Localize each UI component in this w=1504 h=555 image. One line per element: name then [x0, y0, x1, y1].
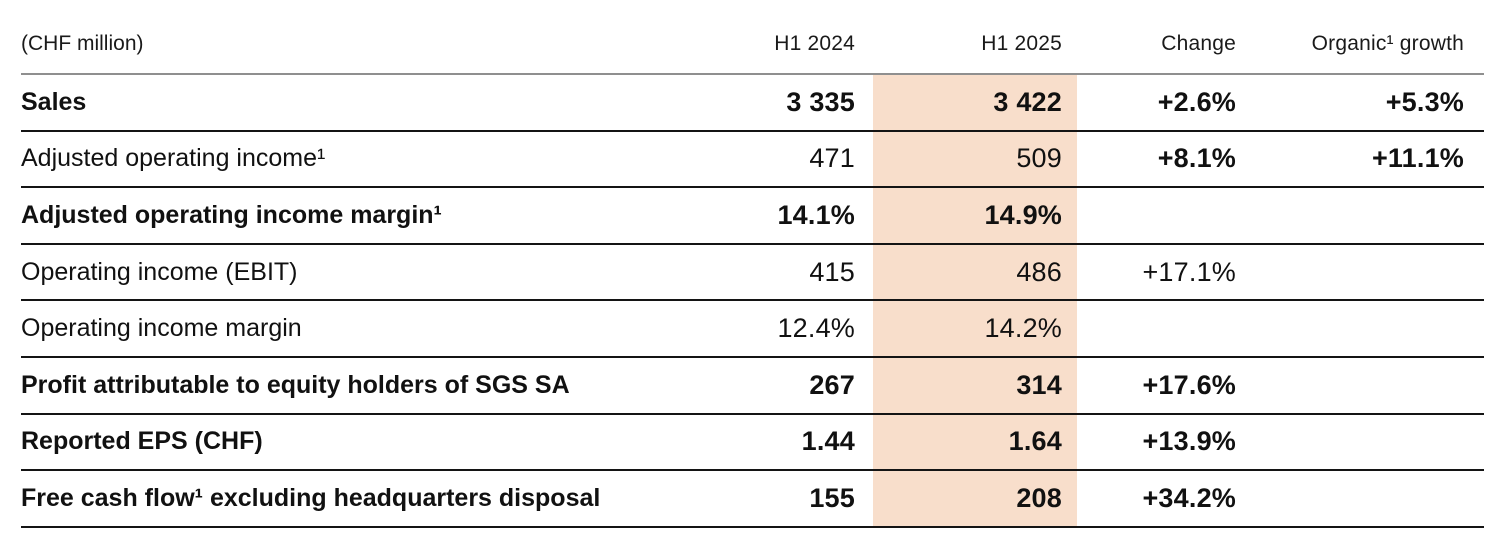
column-header-h1-2025: H1 2025: [981, 31, 1062, 55]
unit-label: (CHF million): [21, 31, 144, 55]
table-row-adjusted-operating-income-margin: Adjusted operating income margin¹ 14.1% …: [21, 188, 1484, 245]
cell-change: +13.9%: [1142, 426, 1236, 457]
cell-change: [1077, 188, 1254, 243]
cell-change: +34.2%: [1142, 482, 1236, 513]
cell-h1-2024: 155: [809, 482, 855, 513]
row-label: Operating income margin: [21, 314, 302, 343]
cell-h1-2025: 208: [873, 471, 1077, 526]
row-label: Operating income (EBIT): [21, 257, 298, 286]
cell-h1-2024: 14.1%: [777, 199, 855, 230]
row-label: Profit attributable to equity holders of…: [21, 370, 570, 399]
cell-organic-growth: [1254, 188, 1484, 243]
cell-change: +8.1%: [1157, 143, 1236, 174]
cell-h1-2025: 314: [873, 357, 1077, 413]
row-label: Reported EPS (CHF): [21, 427, 263, 456]
column-header-organic-growth: Organic¹ growth: [1311, 31, 1464, 55]
cell-organic-growth: [1254, 245, 1484, 300]
table-row-operating-income-margin: Operating income margin 12.4% 14.2%: [21, 301, 1484, 358]
table-row-sales: Sales 3 335 3 422 +2.6% +5.3%: [21, 75, 1484, 132]
row-label: Adjusted operating income margin¹: [21, 200, 442, 229]
cell-change: +17.1%: [1142, 256, 1236, 287]
table-row-profit-attributable: Profit attributable to equity holders of…: [21, 357, 1484, 415]
financial-results-table: (CHF million) H1 2024 H1 2025 Change Org…: [21, 0, 1484, 528]
cell-h1-2025: 14.2%: [873, 301, 1077, 356]
table-row-adjusted-operating-income: Adjusted operating income¹ 471 509 +8.1%…: [21, 131, 1484, 189]
cell-organic-growth: [1254, 301, 1484, 356]
cell-h1-2024: 471: [809, 143, 855, 174]
cell-organic-growth: +11.1%: [1371, 143, 1464, 174]
column-header-h1-2024: H1 2024: [774, 31, 855, 55]
cell-h1-2024: 12.4%: [777, 313, 855, 344]
row-label: Free cash flow¹ excluding headquarters d…: [21, 483, 601, 512]
cell-change: [1077, 301, 1254, 356]
cell-h1-2024: 3 335: [786, 86, 855, 117]
cell-h1-2025: 14.9%: [873, 188, 1077, 243]
column-header-change: Change: [1161, 31, 1236, 55]
cell-change: +17.6%: [1142, 369, 1236, 400]
cell-organic-growth: +5.3%: [1385, 86, 1464, 117]
cell-h1-2024: 267: [809, 369, 855, 400]
cell-organic-growth: [1254, 358, 1484, 413]
cell-change: +2.6%: [1157, 86, 1236, 117]
table-row-free-cash-flow: Free cash flow¹ excluding headquarters d…: [21, 471, 1484, 528]
cell-h1-2025: 1.64: [873, 414, 1077, 470]
cell-h1-2024: 1.44: [801, 426, 855, 457]
cell-h1-2024: 415: [809, 256, 855, 287]
cell-organic-growth: [1254, 415, 1484, 470]
cell-h1-2025: 509: [873, 131, 1077, 187]
table-row-operating-income-ebit: Operating income (EBIT) 415 486 +17.1%: [21, 244, 1484, 302]
row-label: Adjusted operating income¹: [21, 144, 326, 173]
row-label: Sales: [21, 87, 87, 116]
cell-organic-growth: [1254, 471, 1484, 526]
cell-h1-2025: 486: [873, 244, 1077, 300]
cell-h1-2025: 3 422: [873, 75, 1077, 130]
table-header-row: (CHF million) H1 2024 H1 2025 Change Org…: [21, 0, 1484, 75]
table-row-reported-eps: Reported EPS (CHF) 1.44 1.64 +13.9%: [21, 414, 1484, 472]
